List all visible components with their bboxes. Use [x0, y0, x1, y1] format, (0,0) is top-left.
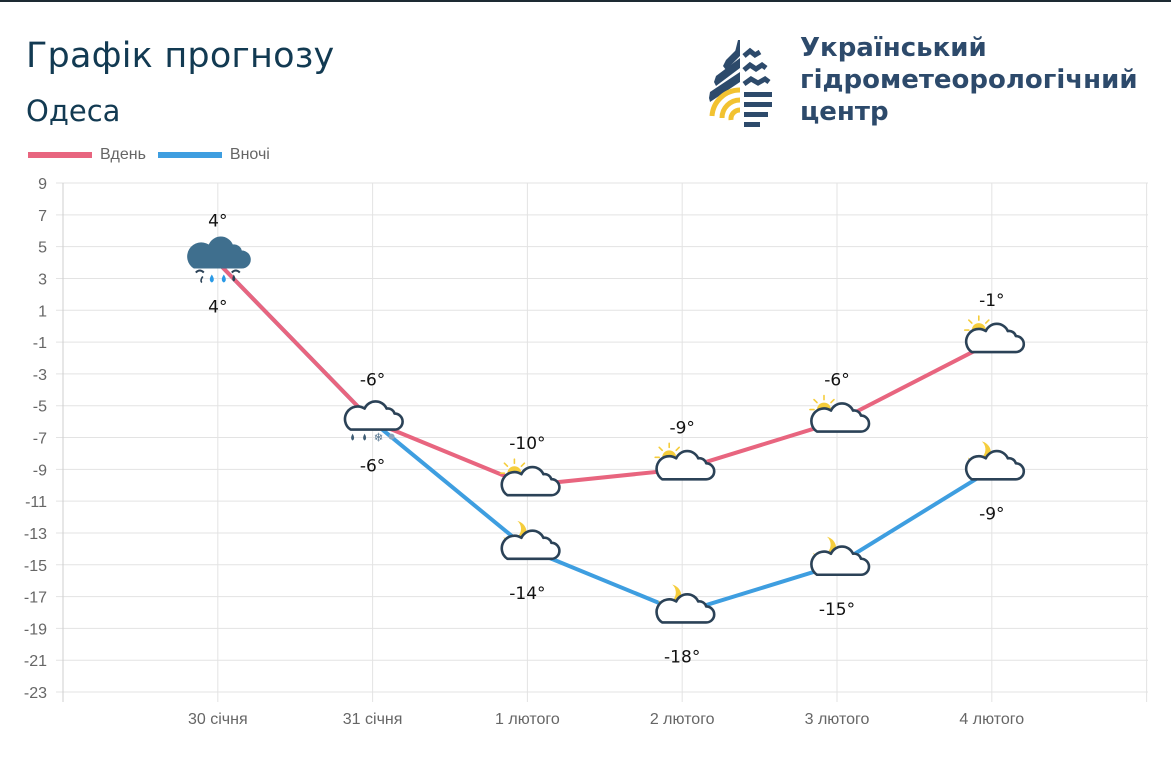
y-tick-label: 3 [38, 271, 47, 288]
hydromet-logo-icon [709, 40, 772, 127]
chart-legend: Вдень Вночі [28, 146, 282, 164]
y-tick-label: -15 [24, 558, 47, 575]
x-tick-label: 4 лютого [959, 711, 1024, 728]
y-tick-label: -3 [33, 367, 47, 384]
x-tick-label: 31 січня [343, 711, 403, 728]
day-temp-label: -9° [669, 418, 694, 438]
night-temp-label: -18° [664, 647, 700, 667]
weather-icons: ❄ [187, 236, 1026, 624]
legend-swatch-night [157, 152, 222, 158]
legend-item-day[interactable]: Вдень [28, 146, 146, 164]
hydromet-center-name: Український гідрометеорологічний центр [800, 32, 1138, 128]
y-tick-label: 1 [38, 303, 47, 320]
x-tick-label: 30 січня [188, 711, 248, 728]
partly-sunny-icon [654, 442, 716, 481]
legend-label-day: Вдень [100, 146, 146, 163]
day-temp-label: -10° [509, 434, 545, 454]
logo-line-3: центр [800, 97, 889, 127]
night-temp-label: -14° [509, 584, 545, 604]
partly-cloudy-night-icon [810, 536, 871, 577]
city-name: Одеса [26, 94, 121, 128]
y-tick-label: 9 [38, 176, 47, 193]
y-tick-label: -11 [25, 494, 47, 511]
y-tick-label: -13 [24, 526, 47, 543]
y-tick-label: -7 [33, 431, 47, 448]
night-temp-label: -6° [360, 457, 385, 477]
x-tick-label: 3 лютого [805, 711, 870, 728]
partly-cloudy-night-icon [655, 584, 716, 624]
legend-label-night: Вночі [229, 146, 270, 163]
y-axis: 9 7 5 3 1 -1 -3 -5 -7 -9 -11 -13 -15 -17 -19 -21 -23 [24, 176, 47, 702]
partly-sunny-icon [809, 394, 871, 433]
partly-sunny-icon [499, 458, 561, 497]
partly-sunny-icon [963, 315, 1026, 354]
x-axis: 30 січня 31 січня 1 лютого 2 лютого 3 лютого… [188, 711, 1024, 728]
day-temp-label: 4° [208, 212, 227, 232]
y-tick-label: -9 [33, 462, 47, 479]
y-tick-label: 7 [38, 208, 47, 225]
y-tick-label: -1 [33, 335, 47, 352]
y-tick-label: -5 [33, 399, 47, 416]
y-tick-label: 5 [38, 240, 47, 257]
logo-line-2: гідрометеорологічний [800, 65, 1138, 95]
day-series-line [216, 261, 993, 488]
y-tick-label: -17 [24, 590, 47, 607]
legend-item-night[interactable]: Вночі [157, 146, 270, 164]
logo-line-1: Український [800, 33, 987, 63]
day-temp-label: -1° [979, 291, 1004, 311]
y-tick-label: -21 [24, 653, 47, 670]
series-lines [216, 261, 993, 615]
night-temp-label: -9° [979, 504, 1004, 524]
partly-cloudy-night-icon [500, 520, 561, 561]
chart-grid [56, 182, 1148, 702]
svg-text:❄: ❄ [374, 431, 384, 445]
partly-cloudy-night-icon [964, 441, 1026, 481]
day-temp-label: -6° [824, 371, 849, 391]
rain-cloud-icon [187, 236, 251, 284]
data-labels: 4° -6° -10° -9° -6° -1° 4° -6° -14° -18° -15° -9° [208, 212, 1004, 668]
rain-snow-cloud-icon: ❄ [343, 400, 404, 445]
x-tick-label: 2 лютого [650, 711, 715, 728]
night-temp-label: -15° [819, 600, 855, 620]
x-tick-label: 1 лютого [495, 711, 560, 728]
y-tick-label: -19 [24, 621, 47, 638]
night-temp-label: 4° [208, 298, 227, 318]
top-border [0, 0, 1171, 2]
y-tick-label: -23 [24, 685, 47, 702]
legend-swatch-day [28, 152, 92, 158]
page-title: Графік прогнозу [26, 36, 335, 76]
day-temp-label: -6° [360, 371, 385, 391]
